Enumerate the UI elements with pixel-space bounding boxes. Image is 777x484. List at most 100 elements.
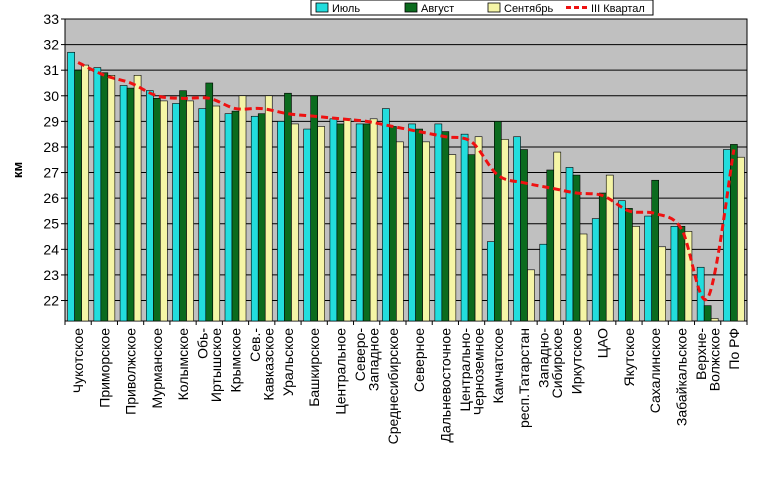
x-tick-label-северное: Северное xyxy=(411,328,427,392)
bar-август-респ-татарстан xyxy=(520,149,528,322)
bar-август-приморское xyxy=(100,72,109,322)
legend-label-iii-квартал: III Квартал xyxy=(591,3,645,15)
y-tick-label-30: 30 xyxy=(43,88,59,104)
bar-август-чукотское xyxy=(74,69,82,322)
bar-сентябрь-забайкальское xyxy=(684,231,693,322)
bar-сентябрь-уральское xyxy=(291,123,299,322)
x-tick-label-обь-иртышское-2: Иртышское xyxy=(208,328,224,402)
x-axis: Чукотское Приморское Приволжское Мурманское… xyxy=(64,321,748,444)
bar-сентябрь-якутское xyxy=(632,226,640,322)
bar-август-башкирское xyxy=(310,95,318,322)
y-tick-label-24: 24 xyxy=(43,241,59,257)
x-tick-label-крымское: Крымское xyxy=(228,328,244,393)
bar-сентябрь-по-рф xyxy=(737,156,745,322)
y-axis: 22 23 24 25 26 27 28 29 30 31 32 33 xyxy=(43,11,65,309)
bar-август-забайкальское xyxy=(677,226,686,322)
bar-сентябрь-центральное xyxy=(343,118,352,322)
bar-сентябрь-колымское xyxy=(186,100,194,322)
x-tick-label-сев-кавказское-2: Кавказское xyxy=(260,328,276,401)
x-tick-label-башкирское: Башкирское xyxy=(306,328,322,407)
bar-сентябрь-верхне-волжское xyxy=(710,318,719,322)
x-tick-label-центрально-черноземное-2: Черноземное xyxy=(470,328,486,415)
x-tick-label-камчатское: Камчатское xyxy=(490,328,506,404)
bar-июль-дальневосточное xyxy=(434,123,443,322)
bar-август-уральское xyxy=(284,92,292,322)
bar-июль-колымское xyxy=(172,103,180,322)
bar-август-среднесибирское xyxy=(389,126,397,322)
bar-август-обь-иртышское xyxy=(205,82,214,322)
x-tick-label-верхне-волжское-1: Верхне- xyxy=(693,328,709,380)
legend: Июль Август Сентябрь III Квартал xyxy=(310,0,654,16)
y-tick-label-27: 27 xyxy=(43,165,59,181)
bar-август-якутское xyxy=(625,208,633,322)
bar-июль-крымское xyxy=(224,113,233,322)
x-tick-label-сев-кавказское-1: Сев.- xyxy=(247,328,263,362)
bar-август-сахалинское xyxy=(651,179,659,322)
legend-swatch-август xyxy=(404,2,418,13)
bar-июль-западно-сибирское xyxy=(539,243,548,322)
bar-сентябрь-башкирское xyxy=(317,126,325,322)
bar-август-дальневосточное xyxy=(441,131,450,322)
bar-июль-башкирское xyxy=(303,128,311,322)
bar-сентябрь-западно-сибирское xyxy=(553,151,562,322)
bar-август-камчатское xyxy=(494,121,502,322)
bar-сентябрь-чукотское xyxy=(81,64,89,322)
bar-сентябрь-мурманское xyxy=(160,100,168,322)
x-tick-label-колымское: Колымское xyxy=(175,328,191,401)
legend-swatch-сентябрь xyxy=(487,2,501,13)
bar-июль-центрально-черноземное xyxy=(460,133,469,322)
bar-июль-мурманское xyxy=(146,90,154,322)
bar-сентябрь-камчатское xyxy=(501,138,509,322)
legend-label-июль: Июль xyxy=(332,3,360,15)
y-tick-label-26: 26 xyxy=(43,190,59,206)
x-tick-label-верхне-волжское-2: Волжское xyxy=(706,328,722,391)
bar-август-колымское xyxy=(179,90,187,322)
x-tick-label-якутское: Якутское xyxy=(621,328,637,387)
y-tick-label-29: 29 xyxy=(43,113,59,129)
bar-сентябрь-среднесибирское xyxy=(396,141,404,322)
bar-август-западно-сибирское xyxy=(546,169,555,322)
line-series-quarter xyxy=(77,61,736,302)
bar-сентябрь-респ-татарстан xyxy=(527,269,535,322)
bar-июль-приморское xyxy=(93,67,102,322)
x-tick-label-северо-западное-2: Западное xyxy=(365,328,381,391)
bar-июль-цао xyxy=(591,218,600,322)
bar-июль-сахалинское xyxy=(644,215,652,322)
x-tick-label-чукотское: Чукотское xyxy=(70,328,86,393)
x-tick-label-западно-сибирское-1: Западно- xyxy=(536,328,552,388)
x-tick-label-центральное: Центральное xyxy=(332,328,348,415)
x-tick-label-приволжское: Приволжское xyxy=(123,328,139,415)
y-tick-label-25: 25 xyxy=(43,216,59,232)
bar-август-центральное xyxy=(336,123,345,322)
x-tick-label-иркутское: Иркутское xyxy=(569,328,585,394)
y-tick-label-33: 33 xyxy=(43,11,59,27)
bar-сентябрь-сахалинское xyxy=(658,246,666,322)
bar-сентябрь-северное xyxy=(422,141,430,322)
x-tick-label-цао: ЦАО xyxy=(595,328,611,358)
bar-июль-респ-татарстан xyxy=(513,136,521,322)
bar-июль-северное xyxy=(408,123,416,322)
bar-июль-камчатское xyxy=(487,241,495,322)
bar-июль-среднесибирское xyxy=(382,108,390,322)
bar-июль-центральное xyxy=(329,118,338,322)
bar-июль-верхне-волжское xyxy=(696,266,705,322)
bar-сентябрь-приморское xyxy=(107,75,116,322)
bar-сентябрь-приволжское xyxy=(133,75,142,322)
bar-август-мурманское xyxy=(153,98,161,322)
x-tick-label-сахалинское: Сахалинское xyxy=(647,328,663,413)
y-tick-label-31: 31 xyxy=(43,62,59,78)
x-tick-label-забайкальское: Забайкальское xyxy=(673,328,689,426)
bar-июль-забайкальское xyxy=(670,226,679,322)
bars-layer xyxy=(67,51,745,322)
x-tick-label-уральское: Уральское xyxy=(280,328,296,396)
y-tick-label-22: 22 xyxy=(43,293,59,309)
y-axis-label: км xyxy=(10,162,25,178)
bar-июль-чукотское xyxy=(67,51,75,322)
x-tick-label-по-рф: По РФ xyxy=(726,328,742,370)
bar-август-северное xyxy=(415,128,423,322)
y-tick-label-23: 23 xyxy=(43,267,59,283)
x-tick-label-северо-западное-1: Северо- xyxy=(352,328,368,382)
bar-сентябрь-цао xyxy=(605,174,614,322)
x-tick-label-западно-сибирское-2: Сибирское xyxy=(549,328,565,399)
